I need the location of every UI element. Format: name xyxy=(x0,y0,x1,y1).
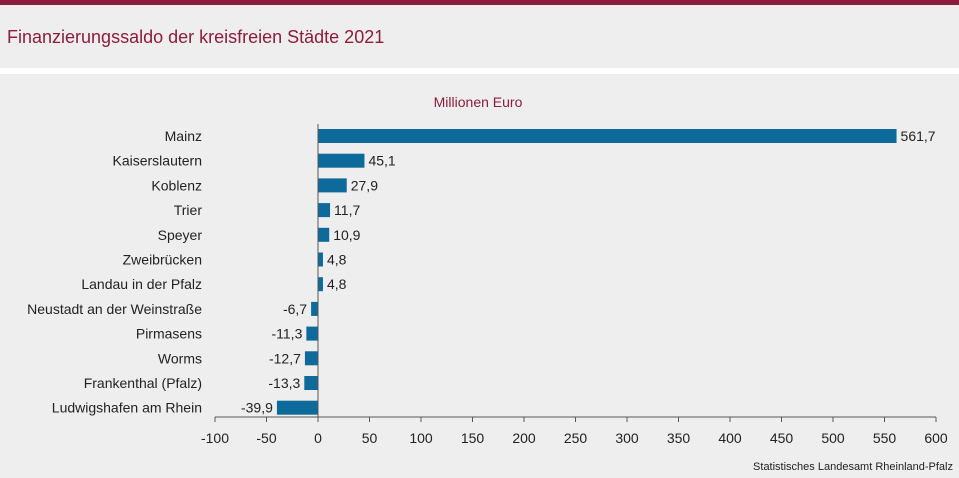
x-tick-label: 450 xyxy=(770,430,794,446)
header-separator xyxy=(0,68,959,74)
x-tick-label: 0 xyxy=(314,430,322,446)
value-label: -39,9 xyxy=(241,400,273,416)
x-tick-label: 550 xyxy=(873,430,897,446)
category-label: Frankenthal (Pfalz) xyxy=(84,375,202,391)
bar xyxy=(318,178,347,193)
category-label: Zweibrücken xyxy=(123,252,202,268)
bar xyxy=(318,203,331,218)
value-label: 4,8 xyxy=(327,252,347,268)
value-label: -13,3 xyxy=(268,375,300,391)
x-tick-label: 50 xyxy=(362,430,378,446)
x-tick-label: 300 xyxy=(615,430,639,446)
category-label: Landau in der Pfalz xyxy=(81,276,202,292)
bar xyxy=(306,326,318,341)
category-label: Mainz xyxy=(165,128,202,144)
category-label: Pirmasens xyxy=(136,326,202,342)
x-tick-label: 350 xyxy=(667,430,691,446)
bar xyxy=(318,153,365,168)
value-label: 27,9 xyxy=(351,177,378,193)
category-label: Ludwigshafen am Rhein xyxy=(52,400,202,416)
x-tick-label: 500 xyxy=(821,430,845,446)
value-label: 45,1 xyxy=(368,153,395,169)
x-tick-label: 250 xyxy=(564,430,588,446)
bar xyxy=(318,252,323,267)
category-label: Kaiserslautern xyxy=(113,153,203,169)
bars-group: Mainz 561,7 Kaiserslautern 45,1 Koblenz 27,9 T… xyxy=(27,128,936,416)
header: Finanzierungssaldo der kreisfreien Städt… xyxy=(0,5,959,68)
x-tick-label: -100 xyxy=(201,430,229,446)
value-label: -11,3 xyxy=(271,326,302,342)
x-tick-label: 400 xyxy=(718,430,742,446)
category-label: Speyer xyxy=(158,227,203,243)
bar xyxy=(276,400,318,415)
category-label: Worms xyxy=(158,350,202,366)
category-label: Neustadt an der Weinstraße xyxy=(27,301,202,317)
bar xyxy=(304,351,318,366)
chart-title: Finanzierungssaldo der kreisfreien Städt… xyxy=(7,27,385,47)
x-tick-label: 200 xyxy=(512,430,536,446)
x-axis: -100 -50 0 50 100 150 200 250 300 350 400 450 500 550… xyxy=(201,124,948,446)
bar xyxy=(318,277,323,292)
bar xyxy=(311,301,318,316)
value-label: 11,7 xyxy=(334,202,360,218)
bar xyxy=(318,129,897,143)
category-label: Koblenz xyxy=(151,177,202,193)
value-label: 10,9 xyxy=(333,227,360,243)
bar xyxy=(318,227,330,242)
x-tick-label: 100 xyxy=(409,430,433,446)
value-label: 561,7 xyxy=(901,128,936,144)
x-tick-label: 150 xyxy=(461,430,485,446)
x-tick-label: 600 xyxy=(924,430,948,446)
source-note: Statistisches Landesamt Rheinland-Pfalz xyxy=(753,461,953,473)
unit-label: Millionen Euro xyxy=(434,94,523,110)
x-tick-label: -50 xyxy=(256,430,276,446)
value-label: 4,8 xyxy=(327,276,347,292)
bar xyxy=(304,376,318,390)
top-accent-rule xyxy=(0,0,959,5)
category-label: Trier xyxy=(174,202,203,218)
value-label: -12,7 xyxy=(269,350,301,366)
value-label: -6,7 xyxy=(283,301,307,317)
